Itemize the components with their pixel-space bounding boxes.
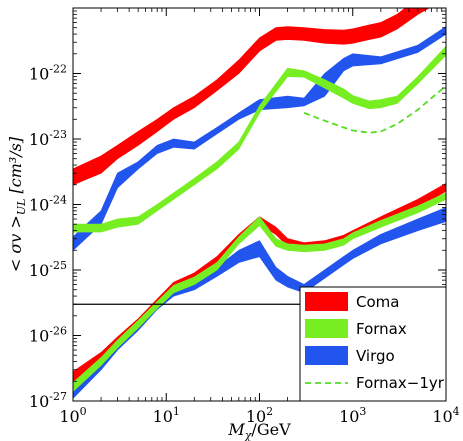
x-tick-label: 103 — [339, 405, 366, 426]
axes-layer: 100 101 102 103 104 10-27 10-26 10-25 10-24 10-23… — [6, 7, 460, 441]
y-tick-label: 10-22 — [29, 63, 67, 84]
y-axis-title: < σv >UL [cm³/s] — [6, 136, 28, 272]
legend-swatch-virgo — [305, 346, 348, 365]
series-band-fornax-upper — [73, 45, 446, 233]
y-tick-label: 10-26 — [29, 325, 67, 346]
series-layer — [73, 8, 446, 399]
x-tick-label: 101 — [153, 405, 180, 426]
x-axis-title: Mχ/GeV — [227, 420, 291, 441]
y-tick-label: 10-23 — [29, 128, 67, 149]
series-band-virgo-upper — [73, 26, 446, 251]
legend-swatch-fornax — [305, 319, 348, 338]
legend-swatch-coma — [305, 292, 348, 311]
series-band-fornax-lower — [73, 192, 446, 392]
legend-label: Coma — [356, 293, 399, 311]
x-tick-label: 104 — [432, 405, 459, 426]
legend-label: Fornax — [356, 320, 407, 338]
x-tick-label: 102 — [246, 405, 273, 426]
legend-label: Virgo — [356, 347, 395, 365]
y-tick-label: 10-25 — [29, 259, 67, 280]
series-band-coma-upper — [73, 8, 430, 186]
legend: Coma Fornax Virgo Fornax−1yr — [299, 286, 447, 402]
series-line-fornax-1yr — [303, 85, 446, 134]
x-tick-label: 100 — [59, 405, 86, 426]
y-tick-label: 10-24 — [29, 194, 67, 215]
legend-label: Fornax−1yr — [356, 374, 445, 392]
y-tick-label: 10-27 — [29, 390, 67, 411]
